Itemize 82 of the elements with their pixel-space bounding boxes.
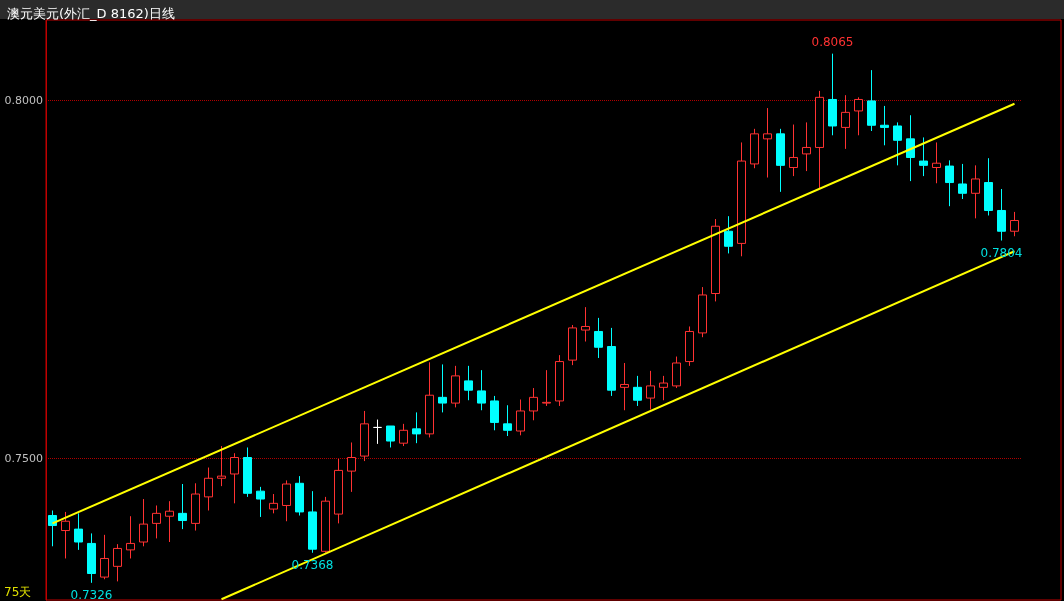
candlestick [828,53,837,136]
candlestick [191,482,200,532]
candlestick [724,215,733,254]
candlestick [399,423,408,447]
candlestick [763,107,772,179]
candlestick [880,105,889,146]
candlestick [568,324,577,366]
candlestick [867,69,876,132]
candlestick [490,395,499,431]
annotation: 0.8065 [811,34,854,49]
candlestick [152,504,161,539]
candlestick [360,410,369,462]
candlestick [126,515,135,559]
candlestick [269,493,278,514]
candlestick [308,490,317,554]
candlestick [581,306,590,343]
candlestick [659,375,668,401]
candlestick [932,141,941,184]
candlestick [958,163,967,200]
candlestick [217,445,226,487]
annotation: 0.7804 [980,245,1023,260]
candlestick [256,486,265,518]
candlestick [906,114,915,182]
candlestick [48,509,57,547]
candlestick [542,369,551,407]
candlestick [750,128,759,169]
candlestick [503,404,512,437]
candlestick [971,164,980,219]
candlestick [711,218,720,302]
candlestick [984,157,993,216]
candlestick [464,365,473,401]
candlestick [243,446,252,498]
candlestick [802,121,811,172]
y-tick-label: 0.8000 [4,93,43,107]
candlestick [334,458,343,524]
candlestick [165,500,174,543]
candlestick [698,286,707,338]
candlestick [607,327,616,397]
candlestick [386,425,395,448]
candlestick [646,370,655,411]
candlestick [204,467,213,511]
candlestick [815,90,824,189]
candlestick [230,452,239,504]
candlestick [789,124,798,177]
candlestick [633,375,642,407]
candlestick [841,94,850,150]
candlestick [516,399,525,436]
candlestick [178,483,187,530]
candlestick [685,325,694,367]
candlestick [113,543,122,582]
candlestick [555,354,564,407]
candlestick [620,362,629,411]
candlestick [451,365,460,408]
candlestick [893,121,902,166]
candlestick [1010,211,1019,237]
candlestick [776,128,785,193]
candlestick [945,159,954,207]
candlestick [373,419,382,445]
candlestick [295,475,304,517]
candlestick [321,496,330,554]
candlestick [594,317,603,359]
candlestick [412,411,421,444]
candlestick [737,141,746,257]
candlestick [74,512,83,551]
candlestick [919,136,928,177]
candlestick [425,361,434,438]
chart-title: 澳元美元(外汇_D 8162)日线 [7,6,175,21]
candlestick [672,356,681,389]
candlestick [438,363,447,413]
candlestick [282,479,291,522]
candlestick [87,532,96,584]
candlestick [477,369,486,411]
annotation: 0.7326 [70,587,113,601]
candlestick [997,188,1006,242]
y-tick-label: 0.7500 [4,451,43,465]
candlestick [529,387,538,421]
candlestick [100,534,109,580]
candlestick [61,511,70,559]
candlestick [139,498,148,547]
text: 75天 [4,585,32,599]
candlestick [854,96,863,136]
candlestick [347,441,356,493]
